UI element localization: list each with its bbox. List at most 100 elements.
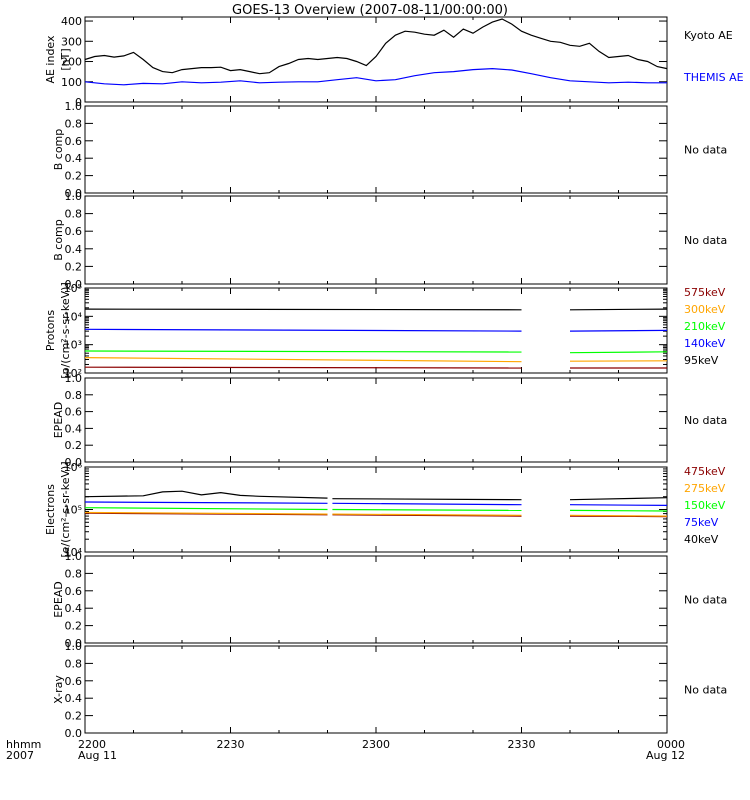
legend-entry: 75keV (684, 516, 719, 529)
y-tick-label: 0.2 (65, 710, 83, 723)
no-data-label: No data (684, 594, 727, 607)
y-tick-label: 0 (75, 96, 82, 109)
panel-frame (84, 377, 668, 463)
legend-entry: 95keV (684, 354, 719, 367)
x-tick-label: 2230 (217, 738, 245, 751)
panel-frame (84, 105, 668, 194)
series-line (569, 308, 668, 311)
panel-xray: 0.0 0.2 0.4 0.6 0.8 1.0 X-ray No data (52, 640, 727, 740)
series-line (84, 507, 328, 511)
panel-protons: 10² 10³ 10⁴ 10⁵ Protons [p/(cm²-s-sr-keV)] 575… (44, 282, 726, 380)
panels: 0 100 200 300 400 AE index [nT] Kyoto AE THEMIS … (44, 15, 744, 740)
y-axis-label: AE index (44, 35, 57, 84)
y-tick-label: 1.0 (65, 550, 83, 563)
panel-epead1: 0.0 0.2 0.4 0.6 0.8 1.0 EPEAD No data (52, 372, 727, 469)
series-line (84, 501, 328, 504)
figure-title: GOES-13 Overview (2007-08-11/00:00:00) (232, 3, 508, 18)
series-line (84, 328, 522, 332)
series-line (84, 357, 522, 363)
y-tick-label: 10⁵ (64, 504, 82, 517)
y-axis-label: B comp (52, 219, 65, 261)
x-axis-corner-label: hhmm (6, 738, 41, 751)
series-line (569, 514, 668, 517)
y-tick-label: 10² (64, 367, 82, 380)
x-axis-corner-label: 2007 (6, 749, 34, 762)
y-tick-label: 0.4 (65, 243, 83, 256)
series-line (84, 366, 522, 369)
series-line (84, 512, 328, 516)
series-line (84, 511, 328, 515)
y-tick-label: 10⁵ (64, 282, 82, 295)
y-tick-label: 0.2 (65, 260, 83, 273)
y-tick-label: 0.6 (65, 135, 83, 148)
panel-ae: 0 100 200 300 400 AE index [nT] Kyoto AE THEMIS … (44, 15, 744, 109)
legend-entry: 300keV (684, 303, 726, 316)
y-tick-label: 300 (61, 35, 82, 48)
y-tick-label: 1.0 (65, 372, 83, 385)
x-tick-label: 0000 (657, 738, 685, 751)
y-tick-label: 0.0 (65, 187, 83, 200)
series-line (332, 513, 522, 516)
y-tick-label: 0.0 (65, 727, 83, 740)
y-axis-label: [e/(cm²-s-sr-keV)] (59, 461, 72, 557)
legend-entry: 150keV (684, 499, 726, 512)
no-data-label: No data (684, 684, 727, 697)
series-line (569, 351, 668, 354)
series-line (569, 329, 668, 332)
y-tick-label: 0.6 (65, 406, 83, 419)
y-tick-label: 0.2 (65, 439, 83, 452)
y-tick-label: 200 (61, 56, 82, 69)
y-tick-label: 0.2 (65, 170, 83, 183)
y-axis-label: [p/(cm²-s-sr-keV)] (59, 282, 72, 379)
panel-epead2: 0.0 0.2 0.4 0.6 0.8 1.0 EPEAD No data (52, 550, 727, 650)
no-data-label: No data (684, 144, 727, 157)
legend-entry: 475keV (684, 465, 726, 478)
no-data-label: No data (684, 234, 727, 247)
x-tick-label: Aug 11 (78, 749, 117, 762)
y-tick-label: 10³ (64, 339, 82, 352)
y-tick-label: 0.8 (65, 208, 83, 221)
y-axis-label: EPEAD (52, 581, 65, 618)
y-tick-label: 0.6 (65, 585, 83, 598)
y-axis-label: [nT] (59, 48, 72, 70)
legend-entry: 275keV (684, 482, 726, 495)
y-tick-label: 0.2 (65, 620, 83, 633)
legend-entry: Kyoto AE (684, 29, 733, 42)
series-line (569, 504, 668, 506)
x-tick-label: 2300 (362, 738, 390, 751)
y-tick-label: 0.4 (65, 602, 83, 615)
panel-frame (84, 555, 668, 644)
x-tick-label: 2200 (78, 738, 106, 751)
panel-electrons: 10⁴ 10⁵ 10⁶ Electrons [e/(cm²-s-sr-keV)] 475k… (44, 461, 726, 559)
y-tick-label: 100 (61, 76, 82, 89)
series-line (84, 308, 522, 311)
y-tick-label: 1.0 (65, 100, 83, 113)
y-axis-label: Protons (44, 310, 57, 351)
panel-bcomp1: 0.0 0.2 0.4 0.6 0.8 1.0 B comp No data (52, 100, 727, 200)
x-tick-label: 2330 (508, 738, 536, 751)
y-tick-label: 0.4 (65, 152, 83, 165)
y-tick-label: 0.8 (65, 389, 83, 402)
y-axis-label: EPEAD (52, 402, 65, 439)
y-axis-label: X-ray (52, 675, 65, 704)
series-line (332, 514, 522, 517)
y-tick-label: 0.4 (65, 422, 83, 435)
series-line (84, 490, 328, 499)
y-tick-label: 0.8 (65, 657, 83, 670)
series-line (84, 67, 667, 86)
series-line (332, 498, 522, 501)
legend-entry: 575keV (684, 286, 726, 299)
y-tick-label: 0.6 (65, 675, 83, 688)
y-axis-label: B comp (52, 129, 65, 171)
series-line (569, 497, 668, 501)
series-line (569, 509, 668, 512)
x-tick-label: Aug 12 (646, 749, 685, 762)
y-tick-label: 0.0 (65, 637, 83, 650)
y-tick-label: 0.8 (65, 117, 83, 130)
panel-frame (84, 645, 668, 734)
panel-frame (84, 16, 668, 103)
y-axis-label: Electrons (44, 484, 57, 535)
y-tick-label: 0.0 (65, 278, 83, 291)
